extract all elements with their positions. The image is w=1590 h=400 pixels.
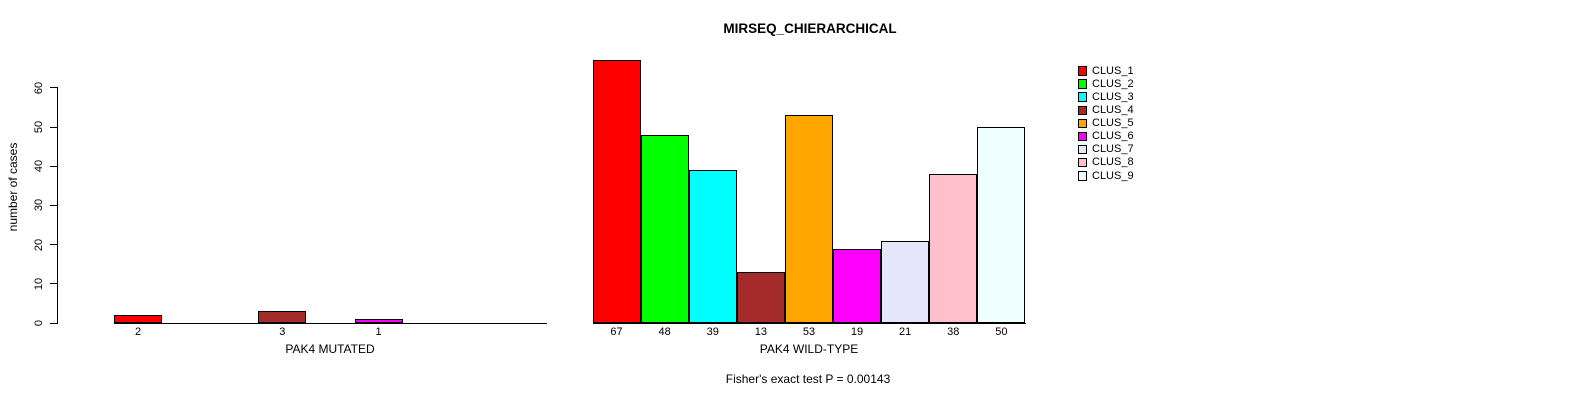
bar-clus_1 [592, 60, 641, 323]
legend-swatch-clus_7 [1077, 144, 1087, 155]
bar-value-label: 39 [706, 325, 719, 338]
y-tick [49, 322, 58, 324]
x-axis-title-wildtype: PAK4 WILD-TYPE [759, 342, 859, 356]
legend-swatch-clus_4 [1077, 105, 1087, 115]
y-tick [49, 87, 58, 89]
legend-label: CLUS_6 [1092, 130, 1134, 143]
y-tick [49, 204, 58, 206]
bar-value-label: 2 [134, 325, 142, 338]
y-tick-label: 50 [33, 120, 45, 134]
y-tick [49, 126, 58, 128]
bar-value-label: 67 [610, 325, 623, 338]
bar-value-label: 38 [947, 325, 960, 338]
y-axis-line [57, 87, 58, 324]
y-axis-title: number of cases [6, 142, 20, 232]
y-tick-label: 30 [33, 199, 45, 212]
bar-clus_7 [881, 240, 930, 323]
bar-clus_2 [640, 134, 689, 323]
bar-clus_9 [977, 127, 1026, 323]
legend-label: CLUS_4 [1092, 104, 1134, 116]
bar-clus_5 [784, 115, 833, 323]
bar-value-label: 3 [279, 325, 286, 338]
bar-clus_6 [354, 319, 403, 323]
y-tick [49, 165, 58, 167]
legend-swatch-clus_1 [1077, 66, 1087, 76]
legend-swatch-clus_6 [1077, 131, 1087, 142]
bar-clus_4 [736, 272, 785, 323]
y-tick-label: 40 [33, 160, 45, 173]
bar-clus_8 [929, 174, 978, 323]
legend-label: CLUS_3 [1092, 90, 1134, 103]
x-axis-title-mutated: PAK4 MUTATED [285, 342, 375, 356]
legend-swatch-clus_2 [1077, 79, 1087, 89]
x-axis-line-wildtype [592, 322, 1026, 324]
bar-value-label: 48 [658, 325, 671, 338]
bar-value-label: 1 [375, 325, 382, 338]
legend-swatch-clus_5 [1077, 118, 1087, 129]
legend-label: CLUS_2 [1092, 77, 1134, 90]
bar-value-label: 13 [754, 325, 767, 338]
legend-swatch-clus_3 [1077, 92, 1087, 102]
bar-clus_4 [258, 311, 307, 323]
legend-label: CLUS_7 [1092, 143, 1134, 156]
bar-clus_1 [114, 315, 163, 323]
legend-label: CLUS_1 [1092, 64, 1134, 77]
bar-value-label: 21 [899, 325, 912, 338]
y-tick-label: 0 [33, 319, 45, 327]
y-tick-label: 10 [33, 277, 45, 290]
legend-swatch-clus_9 [1077, 171, 1087, 181]
legend-swatch-clus_8 [1077, 157, 1087, 168]
y-tick [49, 244, 58, 246]
legend-label: CLUS_8 [1092, 156, 1134, 169]
bar-value-label: 53 [802, 325, 816, 338]
legend-label: CLUS_5 [1092, 117, 1134, 130]
bar-clus_6 [833, 248, 882, 323]
x-axis-line-mutated [114, 322, 547, 324]
bar-value-label: 19 [850, 325, 864, 338]
y-tick-label: 60 [33, 81, 45, 94]
bar-value-label: 50 [995, 325, 1008, 338]
chart-title: MIRSEQ_CHIERARCHICAL [723, 21, 897, 36]
y-tick-label: 20 [33, 238, 45, 251]
bar-clus_3 [688, 170, 737, 323]
y-tick [49, 283, 58, 285]
fisher-test-annotation: Fisher's exact test P = 0.00143 [725, 372, 891, 386]
legend-label: CLUS_9 [1092, 169, 1134, 182]
